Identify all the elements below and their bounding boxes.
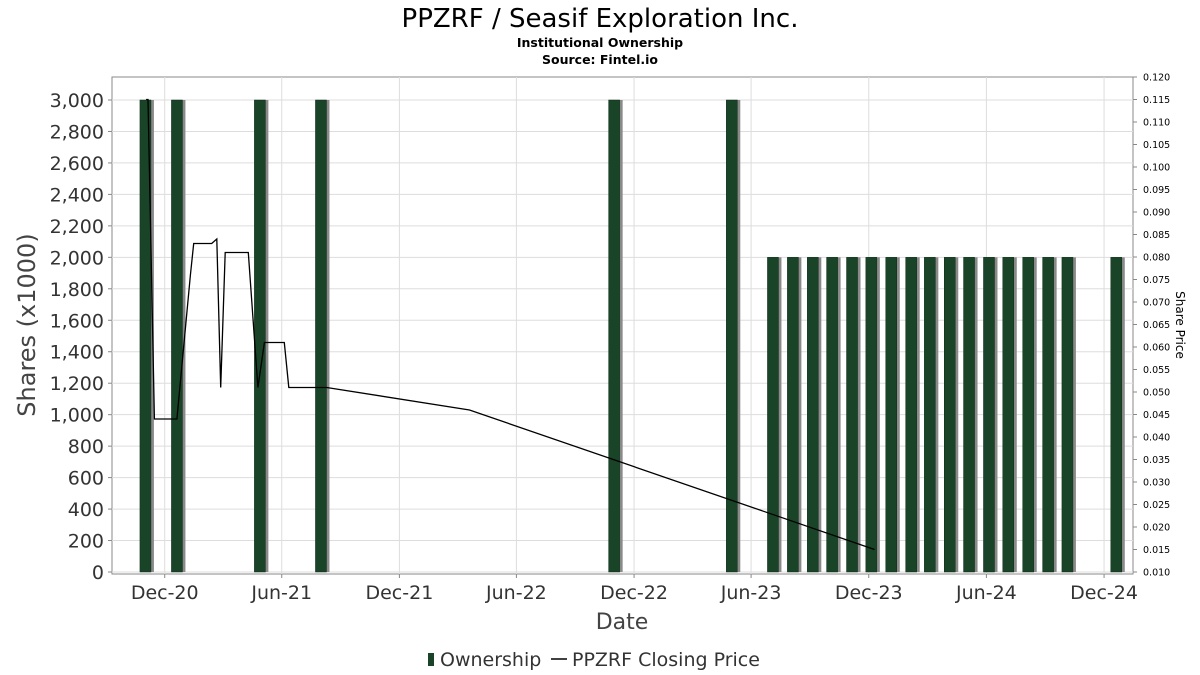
ownership-bar <box>726 99 738 573</box>
x-tick-label: Dec-23 <box>835 582 903 604</box>
x-tick-label: Dec-24 <box>1070 582 1138 604</box>
y2-tick-label: 0.120 <box>1143 73 1170 84</box>
y2-tick-label: 0.020 <box>1143 523 1170 534</box>
ownership-bar <box>944 257 956 573</box>
y-tick-label: 1,200 <box>50 373 104 395</box>
x-tick-label: Jun-21 <box>250 582 312 604</box>
y2-tick-label: 0.035 <box>1143 455 1170 466</box>
chart-subtitle: Institutional Ownership <box>517 35 683 50</box>
y-tick-label: 400 <box>68 499 104 521</box>
y2-tick-label: 0.095 <box>1143 185 1170 196</box>
y-tick-label: 0 <box>92 562 104 584</box>
y2-tick-label: 0.055 <box>1143 365 1170 376</box>
ownership-bars <box>139 99 1125 573</box>
y2-tick-label: 0.115 <box>1143 95 1170 106</box>
x-axis-label: Date <box>596 610 649 635</box>
y-tick-label: 2,400 <box>50 184 104 206</box>
ownership-bar <box>826 257 838 573</box>
x-tick-label: Jun-22 <box>485 582 547 604</box>
ownership-bar <box>1061 257 1074 573</box>
ownership-bar <box>1022 257 1034 573</box>
legend-price-label: PPZRF Closing Price <box>572 649 760 671</box>
x-tick-label: Dec-22 <box>600 582 668 604</box>
chart-title: PPZRF / Seasif Exploration Inc. <box>402 4 799 34</box>
y2-tick-label: 0.040 <box>1143 433 1170 444</box>
y2-tick-label: 0.100 <box>1143 163 1170 174</box>
y-tick-label: 600 <box>68 468 104 490</box>
y-tick-label: 1,800 <box>50 279 104 301</box>
ownership-bar <box>1042 257 1054 573</box>
ownership-bar <box>1002 257 1015 573</box>
ownership-bar <box>767 257 779 573</box>
x-tick-label: Jun-24 <box>955 582 1017 604</box>
y2-tick-label: 0.025 <box>1143 500 1170 511</box>
ownership-bar <box>905 257 917 573</box>
y2-tick-label: 0.070 <box>1143 298 1170 309</box>
legend-ownership-label: Ownership <box>440 649 541 671</box>
y2-tick-label: 0.065 <box>1143 320 1170 331</box>
y2-tick-label: 0.010 <box>1143 568 1170 579</box>
x-tick-label: Jun-23 <box>720 582 782 604</box>
y-tick-label: 1,600 <box>50 310 104 332</box>
y2-tick-label: 0.085 <box>1143 230 1170 241</box>
x-tick-label: Dec-20 <box>131 582 199 604</box>
ownership-bar <box>807 257 819 573</box>
ownership-bar <box>608 99 620 573</box>
x-tick-label: Dec-21 <box>365 582 433 604</box>
ownership-bar <box>139 99 152 573</box>
y-axis-label: Shares (x1000) <box>13 233 41 416</box>
y-axis-left: 0 200 400 600 800 1,000 1,200 1,400 1,600 1,800 2,… <box>50 90 112 584</box>
ownership-bar <box>885 257 898 573</box>
y2-tick-label: 0.030 <box>1143 478 1170 489</box>
ownership-bar <box>865 257 878 573</box>
y2-tick-label: 0.050 <box>1143 388 1170 399</box>
y-tick-label: 2,000 <box>50 247 104 269</box>
y2-axis-label: Share Price <box>1173 291 1187 359</box>
y2-tick-label: 0.090 <box>1143 208 1170 219</box>
y-tick-label: 2,600 <box>50 153 104 175</box>
ownership-bar <box>171 99 183 573</box>
y2-tick-label: 0.080 <box>1143 253 1170 264</box>
y-tick-label: 2,200 <box>50 216 104 238</box>
y-tick-label: 1,000 <box>50 405 104 427</box>
legend-ownership-swatch <box>428 653 434 666</box>
price-line <box>146 98 875 551</box>
y-tick-label: 3,000 <box>50 90 104 112</box>
y2-tick-label: 0.105 <box>1143 140 1170 151</box>
ownership-bar <box>254 99 266 573</box>
ownership-bar <box>983 257 995 573</box>
ownership-bar <box>846 257 858 573</box>
y-tick-label: 200 <box>68 531 104 553</box>
x-axis: Dec-20 Jun-21 Dec-21 Jun-22 Dec-22 Jun-23 Dec-… <box>131 574 1138 604</box>
ownership-bar <box>924 257 936 573</box>
y2-tick-label: 0.110 <box>1143 118 1170 129</box>
ownership-bar <box>963 257 975 573</box>
legend: Ownership PPZRF Closing Price <box>428 649 760 671</box>
y2-tick-label: 0.015 <box>1143 545 1170 556</box>
price-line-path <box>146 98 875 551</box>
ownership-bar <box>787 257 799 573</box>
y2-tick-label: 0.045 <box>1143 410 1170 421</box>
y2-tick-label: 0.075 <box>1143 275 1170 286</box>
y-tick-label: 2,800 <box>50 121 104 143</box>
ownership-bar <box>315 99 327 573</box>
ownership-bar <box>1110 257 1123 573</box>
y2-tick-label: 0.060 <box>1143 343 1170 354</box>
chart-source: Source: Fintel.io <box>542 52 658 67</box>
y-tick-label: 800 <box>68 436 104 458</box>
y-axis-right: 0.010 0.015 0.020 0.025 0.030 0.035 0.040 0.045… <box>1133 73 1170 579</box>
y-tick-label: 1,400 <box>50 342 104 364</box>
